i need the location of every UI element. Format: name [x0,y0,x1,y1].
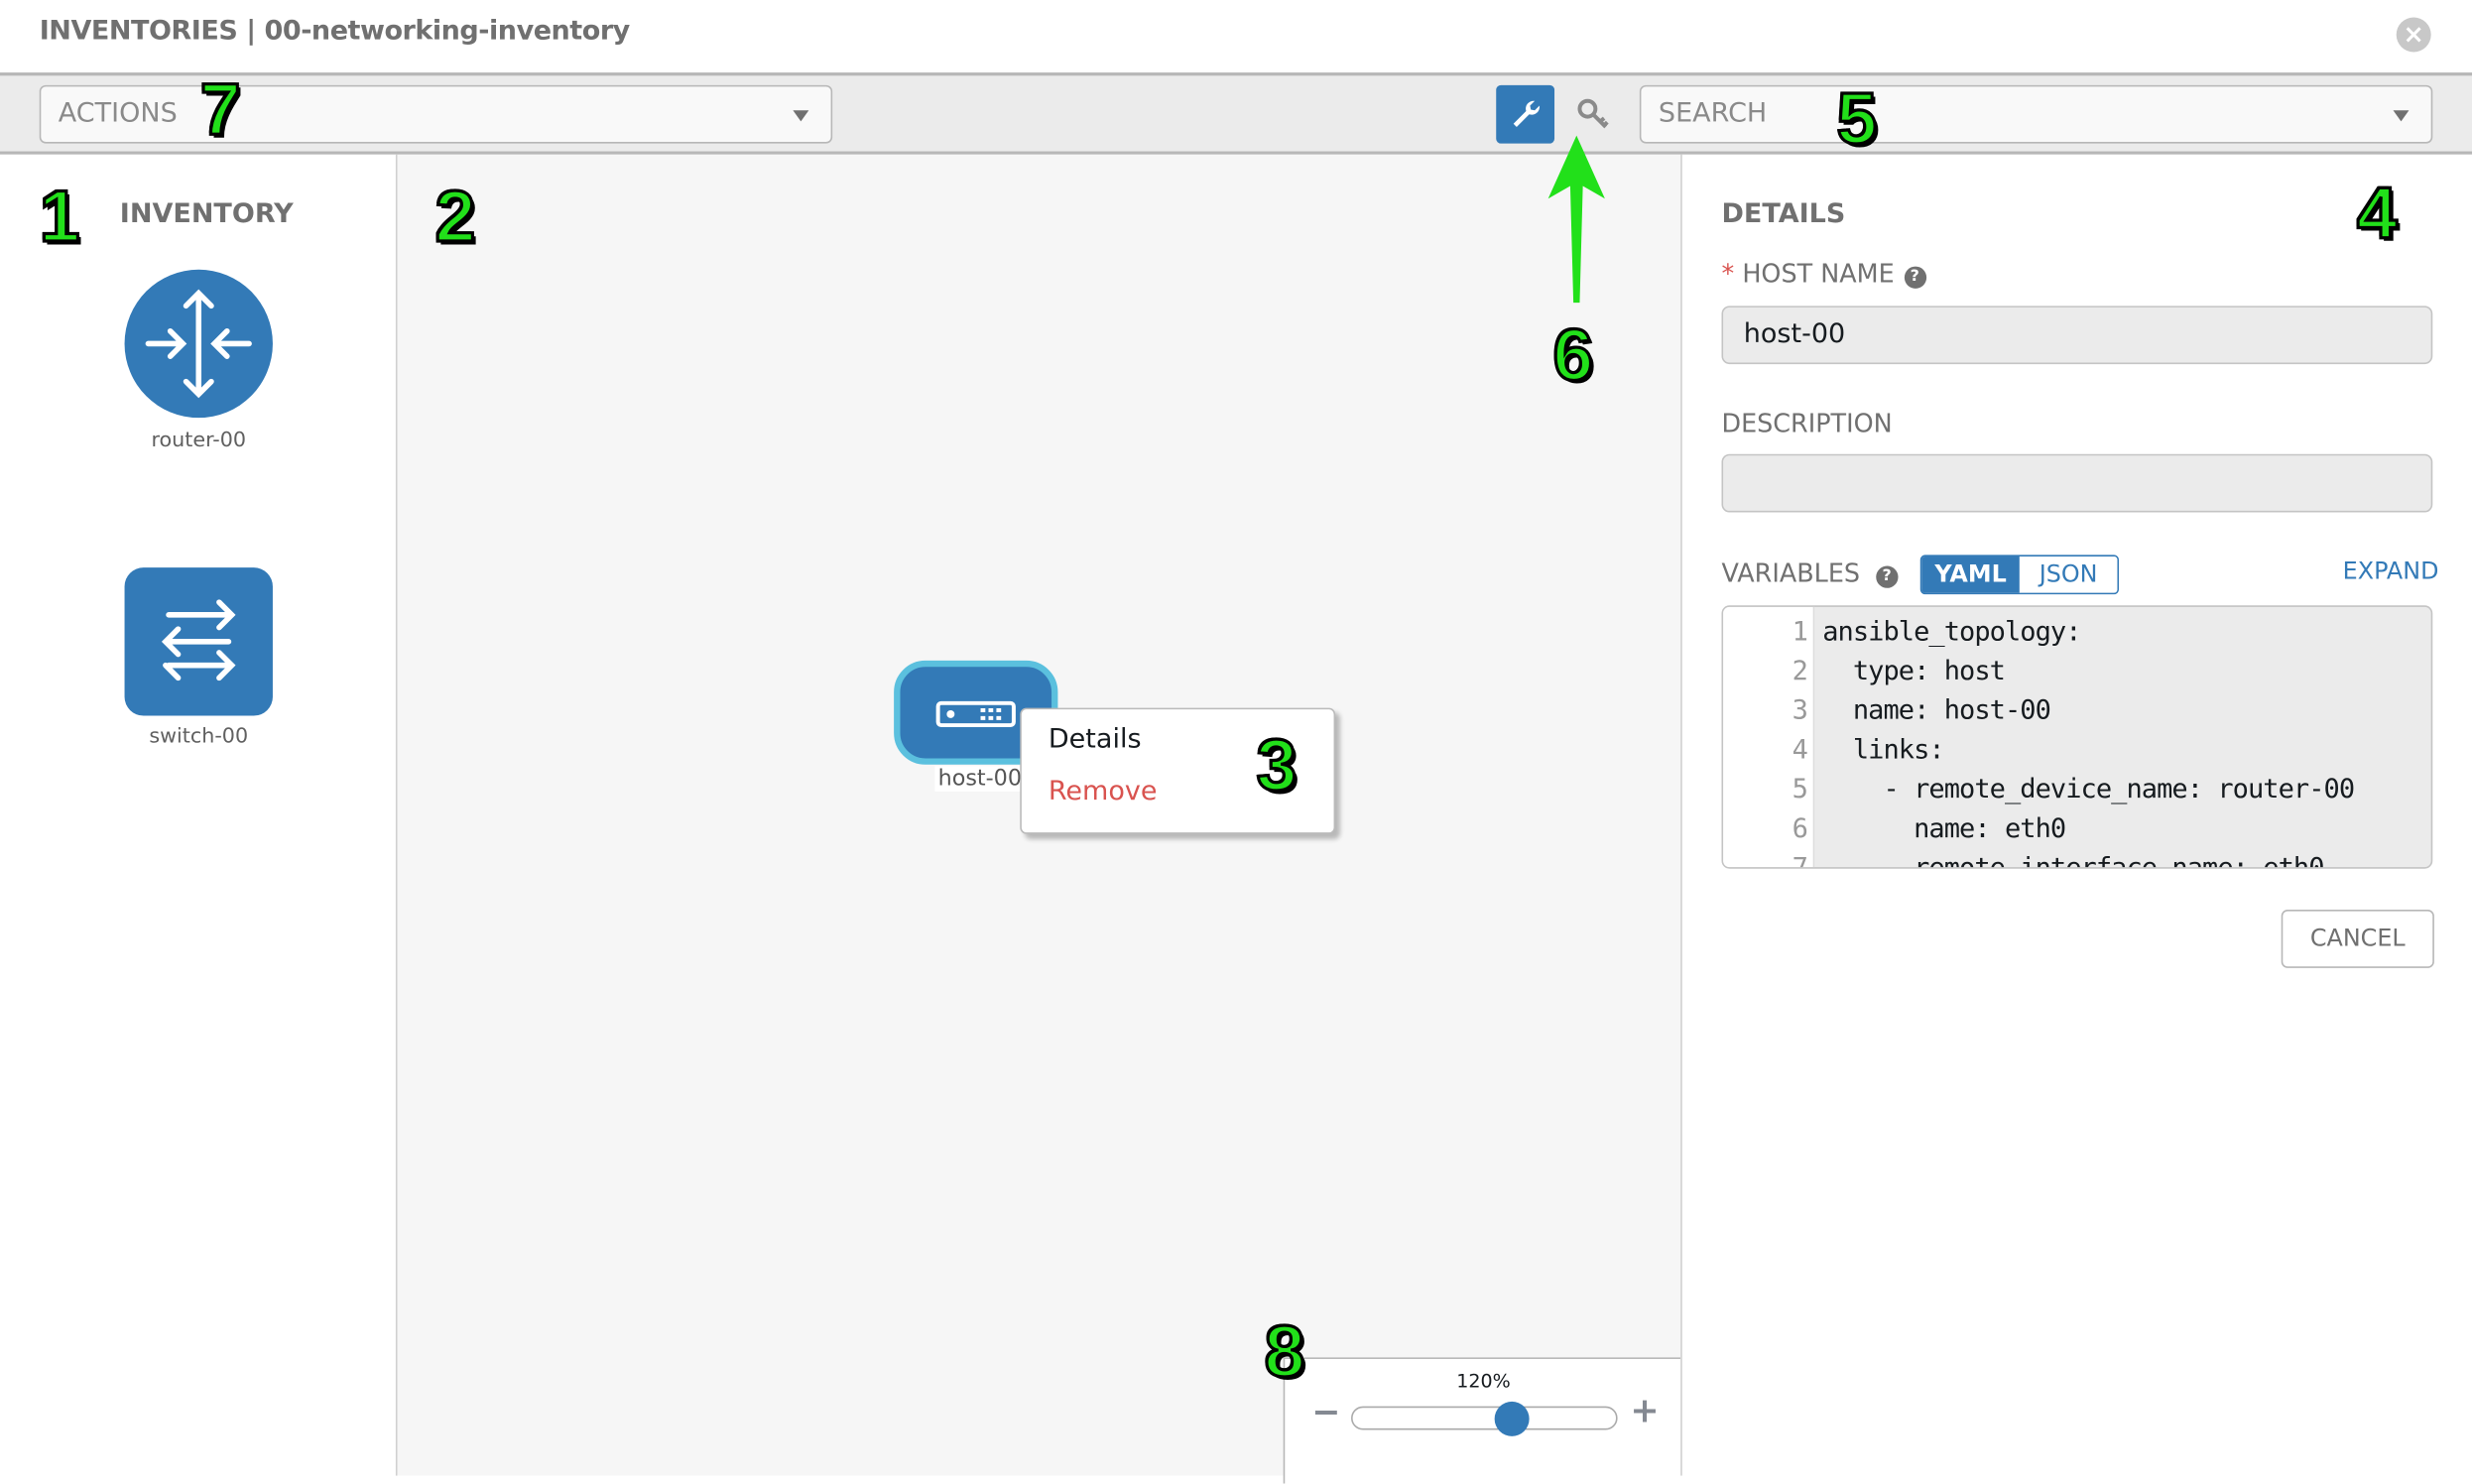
code-line: remote_interface_name: eth0 [1822,852,2324,869]
help-icon[interactable]: ? [1875,565,1899,588]
actions-label: ACTIONS [58,97,178,130]
host-name-input[interactable]: host-00 [1721,306,2433,365]
key-button[interactable] [1573,94,1614,135]
yaml-toggle[interactable]: YAML [1921,556,2020,593]
variables-text: VARIABLES [1721,557,1861,588]
variables-label: VARIABLES? [1722,558,1899,588]
annotation-1: 1 [38,174,81,259]
cancel-button[interactable]: CANCEL [2281,910,2434,968]
host-label: host-00 [934,766,1026,792]
annotation-6: 6 [1551,312,1595,398]
required-mark: * [1721,258,1735,289]
description-input[interactable] [1721,453,2433,513]
host-name-label: * HOST NAME? [1722,259,1926,289]
line-number: 3 [1792,694,1808,727]
annotation-4: 4 [2355,171,2399,256]
code-line: name: host-00 [1822,694,2051,727]
inventory-item-router[interactable] [124,269,273,419]
json-toggle[interactable]: JSON [2019,556,2118,593]
zoom-in-button[interactable]: + [1630,1392,1660,1432]
chevron-down-icon [2393,110,2410,122]
zoom-level: 120% [1456,1370,1511,1393]
inventory-panel: INVENTORY router-00 switch-00 [0,154,398,1476]
wrench-button[interactable] [1496,84,1555,144]
inventory-title: INVENTORY [119,198,294,231]
help-icon[interactable]: ? [1904,266,1926,289]
context-menu: Details Remove [1020,707,1336,834]
topology-canvas[interactable]: host-00 Details Remove 120% − + [397,154,1681,1484]
router-label: router-00 [151,429,247,453]
router-icon [145,289,252,399]
code-line: links: [1822,734,1945,767]
menu-item-details[interactable]: Details [1048,723,1142,756]
details-panel: DETAILS * HOST NAME? host-00 DESCRIPTION… [1680,154,2472,1476]
code-line: ansible_topology: [1822,616,2081,649]
switch-label: switch-00 [149,725,249,749]
annotation-7: 7 [198,66,242,152]
annotation-2: 2 [433,174,477,259]
format-toggle: YAML JSON [1919,555,2120,595]
zoom-widget: 120% − + [1283,1357,1681,1484]
description-label: DESCRIPTION [1721,408,1893,438]
zoom-out-button[interactable]: − [1311,1393,1341,1433]
details-title: DETAILS [1721,198,1846,231]
zoom-slider-handle[interactable] [1494,1401,1530,1436]
search-dropdown[interactable]: SEARCH [1639,84,2433,144]
chevron-down-icon [793,110,809,122]
line-number: 5 [1792,774,1808,806]
line-number: 1 [1792,616,1808,649]
variables-editor[interactable]: 1 ansible_topology: 2 type: host 3 name: ho… [1721,605,2433,869]
close-icon[interactable]: × [2396,17,2431,53]
header: INVENTORIES | 00-networking-inventory × [0,0,2472,73]
search-label: SEARCH [1658,97,1768,130]
wrench-icon [1513,100,1541,127]
expand-link[interactable]: EXPAND [2342,556,2439,585]
line-number: 7 [1792,852,1808,869]
host-server-icon [935,700,1016,728]
annotation-3: 3 [1255,722,1298,807]
line-number: 6 [1792,813,1808,845]
inventory-item-switch[interactable] [124,567,273,716]
code-line: type: host [1822,656,2006,687]
switch-icon [161,599,236,681]
line-number: 4 [1792,734,1808,767]
page-title: INVENTORIES | 00-networking-inventory [39,15,631,48]
annotation-8: 8 [1263,1308,1306,1394]
key-icon [1577,98,1609,129]
annotation-arrow-icon [1547,135,1605,304]
code-line: name: eth0 [1822,813,2066,845]
menu-item-remove[interactable]: Remove [1048,775,1158,807]
line-gutter [1723,606,1815,868]
actions-dropdown[interactable]: ACTIONS [39,84,833,144]
zoom-slider[interactable] [1351,1406,1618,1430]
host-name-text: HOST NAME [1742,258,1895,289]
line-number: 2 [1792,656,1808,687]
annotation-5: 5 [1835,75,1879,161]
code-line: - remote_device_name: router-00 [1822,774,2355,806]
